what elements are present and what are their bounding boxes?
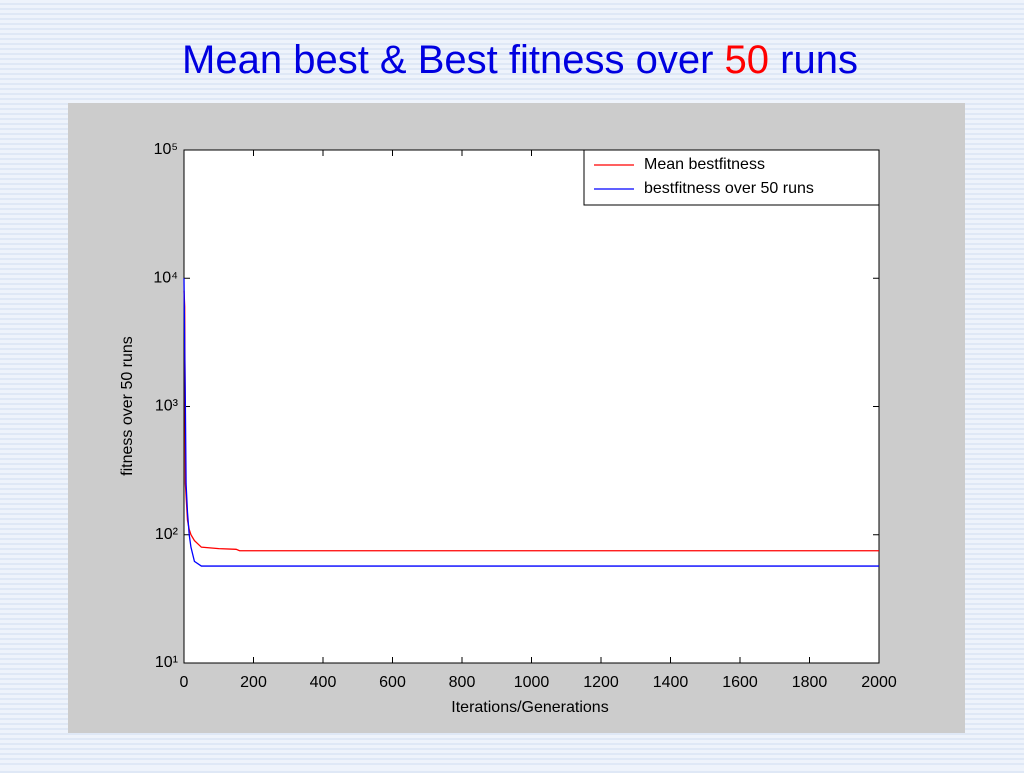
legend-label: Mean bestfitness bbox=[644, 156, 765, 173]
series-line bbox=[183, 290, 879, 552]
x-tick-label: 1200 bbox=[583, 674, 619, 691]
title-part: 50 bbox=[725, 38, 770, 82]
y-tick-label: 10² bbox=[155, 526, 179, 543]
x-tick-label: 2000 bbox=[861, 674, 897, 691]
y-tick-label: 10⁵ bbox=[154, 141, 178, 158]
slide-title: Mean best & Best fitness over 50 runs bbox=[182, 38, 858, 82]
y-tick-label: 10³ bbox=[155, 398, 179, 415]
title-part: Mean best & Best fitness over bbox=[182, 38, 713, 82]
y-tick-label: 10⁴ bbox=[153, 269, 178, 286]
x-axis-label: Iterations/Generations bbox=[451, 699, 608, 716]
y-axis-label: fitness over 50 runs bbox=[119, 336, 136, 476]
x-tick-label: 0 bbox=[180, 674, 189, 691]
series-line bbox=[183, 278, 879, 567]
x-tick-label: 800 bbox=[449, 674, 476, 691]
x-tick-label: 200 bbox=[240, 674, 267, 691]
x-tick-label: 600 bbox=[379, 674, 406, 691]
y-tick-label: 10¹ bbox=[155, 654, 178, 671]
x-tick-label: 1800 bbox=[792, 674, 828, 691]
legend-box bbox=[583, 149, 880, 206]
x-tick-label: 1000 bbox=[514, 674, 550, 691]
title-part: runs bbox=[780, 38, 858, 82]
x-tick-label: 1400 bbox=[653, 674, 689, 691]
x-tick-label: 1600 bbox=[722, 674, 758, 691]
x-tick-label: 400 bbox=[310, 674, 337, 691]
plot-area bbox=[183, 149, 880, 664]
legend-label: bestfitness over 50 runs bbox=[644, 180, 814, 197]
